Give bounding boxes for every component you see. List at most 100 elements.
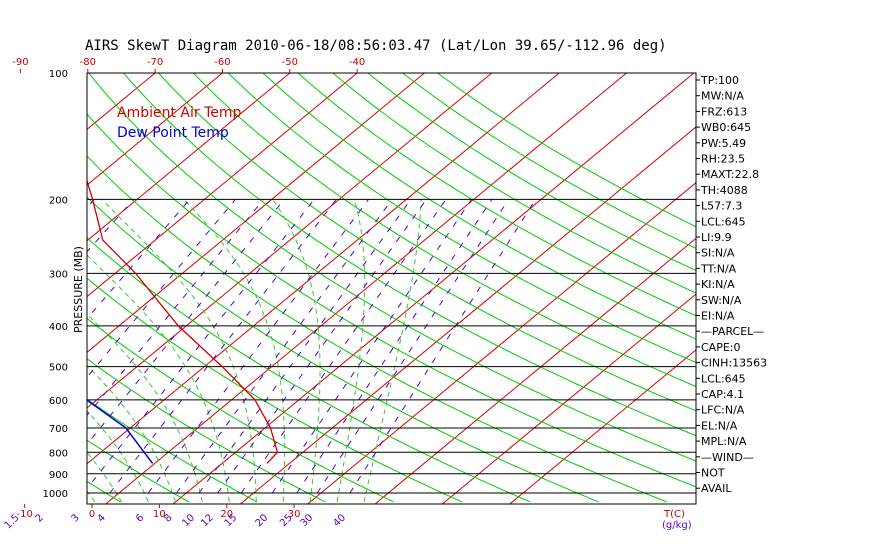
dry-adiabat-line [87,439,190,503]
dry-adiabat-line [87,398,258,503]
dry-adiabat-line [402,73,696,250]
index-label: L57:7.3 [701,200,742,213]
isotherm-line [105,73,627,504]
pressure-tick-label: 500 [49,363,68,374]
dry-adiabat-line [262,73,696,340]
index-label: EL:N/A [701,419,738,432]
moist-adiabat-line [87,313,203,503]
moist-adiabat-line [101,199,257,502]
pressure-axis-label: PRESSURE (MB) [72,246,85,333]
pressure-tick-label: 400 [49,322,68,333]
temperature-unit-label: T(C) [663,509,685,520]
isotherm-line [87,73,425,353]
pressure-tick-labels: 100 200 300 400 500 600 700 800 900 1000 [43,69,68,500]
mixing-ratio-line [109,199,337,494]
moist-adiabat-line [87,410,149,503]
pressure-tick-label: 600 [49,396,68,407]
index-label: TP:100 [700,74,739,87]
moist-adiabat-line [0,199,14,502]
pressure-tick-label: 800 [49,448,68,459]
chart-title: AIRS SkewT Diagram 2010-06-18/08:56:03.4… [85,38,667,54]
top-temp-tick-label: -50 [282,57,298,68]
plot-frame [86,72,697,505]
index-label: EI:N/A [701,310,735,323]
mixing-ratio-line [87,199,95,209]
index-label: LCL:645 [701,215,746,228]
index-label: CINH:13563 [701,357,767,370]
moist-adiabat-line [87,451,123,503]
dry-adiabat-line [87,358,326,503]
top-temp-tick-label: -60 [214,57,230,68]
dry-adiabat-line [87,155,667,503]
bottom-temp-tick-label: 30 [288,509,301,520]
dry-adiabat-line [158,73,696,412]
mixing-ratio-line [271,199,472,494]
top-temp-tick-label: -80 [80,57,96,68]
isotherm-line [374,237,696,504]
moist-adiabat-line [363,199,422,503]
pressure-tick-label: 1000 [43,489,68,500]
dry-adiabat-line [87,317,394,503]
index-label: CAPE:0 [701,341,741,354]
mixing-ratio-tick-label: 3 [69,512,81,524]
dry-adiabat-line [0,73,52,502]
legend-dew-point-temp: Dew Point Temp [117,125,229,141]
moist-adiabat-line [0,199,41,502]
mixing-ratio-line [296,199,493,494]
pressure-tick-label: 200 [49,195,68,206]
dry-adiabat-line [227,73,696,364]
index-label: TH:4088 [700,184,748,197]
isotherm-line [0,73,20,504]
mixing-ratio-tick-label: 30 [299,512,316,529]
mixing-ratio-tick-label: 10 [180,512,197,529]
index-label: NOT [701,467,725,480]
mixing-ratio-tick-label: 20 [254,512,271,529]
isotherm-line [87,73,291,242]
index-label: AVAIL [701,482,732,495]
bottom-temp-tick-label: -10 [17,509,33,520]
dry-adiabat-line [87,196,599,503]
mixing-ratio-unit-label: (g/kg) [662,520,692,531]
index-label: SW:N/A [701,294,742,307]
mixing-ratio-line [87,199,315,490]
moist-adiabat-line [87,490,96,503]
mixing-ratio-line [316,199,510,494]
index-label: LCL:645 [701,372,746,385]
moist-adiabat-line [183,199,286,502]
top-temp-tick-label: -90 [12,57,28,68]
isotherm-line [87,73,358,298]
bottom-temp-tick-label: 20 [220,509,233,520]
bottom-temp-tick-label: 0 [89,509,95,520]
isotherm-line [87,73,223,186]
index-label: LI:9.9 [701,231,732,244]
mixing-ratio-line [87,199,285,446]
pressure-tick-label: 900 [49,470,68,481]
top-temp-tick-label: -40 [349,57,365,68]
mixing-ratio-line [349,199,536,494]
pressure-tick-label: 700 [49,424,68,435]
mixing-ratio-tick-label: 12 [199,512,216,529]
diagram-background-lines [0,73,696,504]
index-label: CAP:4.1 [701,388,744,401]
dry-adiabat-line [87,113,696,488]
isotherm-line [87,73,560,465]
top-temp-tick-label: -70 [147,57,163,68]
dry-adiabat-line [332,73,696,294]
index-label: TT:N/A [700,262,737,275]
isotherm-line [87,73,493,409]
dry-adiabat-line [123,73,696,437]
dry-adiabat-line [87,480,121,503]
isotherm-line [307,182,696,504]
mixing-ratio-line [87,199,191,320]
dry-adiabat-line [192,73,696,387]
mixing-ratio-tick-label: 6 [134,512,146,524]
pressure-tick-label: 100 [49,69,68,80]
index-label: LFC:N/A [701,404,745,417]
isotherm-line [442,293,696,504]
stability-indices-panel: TP:100 MW:N/A FRZ:613 WB0:645 PW:5.49 RH:23.5… [696,74,767,495]
index-label: PW:5.49 [701,137,746,150]
index-label: WB0:645 [701,121,751,134]
isotherm-line [172,73,695,504]
